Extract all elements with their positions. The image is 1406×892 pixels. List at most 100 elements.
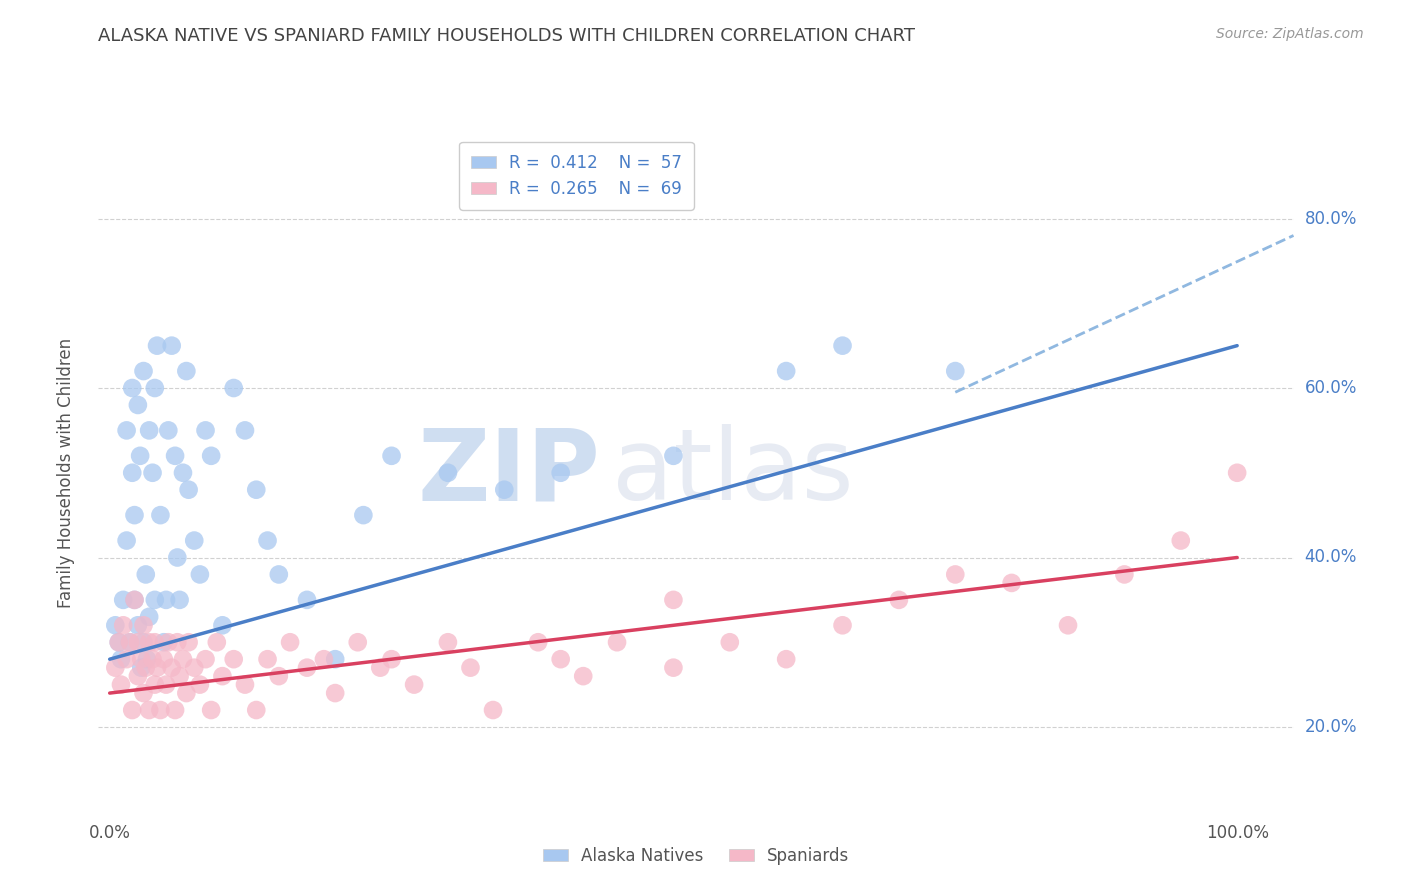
Point bbox=[141, 466, 163, 480]
Point bbox=[312, 652, 335, 666]
Point bbox=[267, 669, 290, 683]
Point bbox=[1114, 567, 1136, 582]
Point bbox=[143, 381, 166, 395]
Point bbox=[112, 618, 135, 632]
Point bbox=[135, 652, 157, 666]
Y-axis label: Family Households with Children: Family Households with Children bbox=[56, 338, 75, 607]
Point bbox=[295, 592, 318, 607]
Point bbox=[107, 635, 129, 649]
Point bbox=[200, 703, 222, 717]
Point bbox=[115, 652, 138, 666]
Point bbox=[132, 686, 155, 700]
Point bbox=[775, 364, 797, 378]
Point bbox=[211, 618, 233, 632]
Point bbox=[172, 466, 194, 480]
Point bbox=[127, 398, 149, 412]
Point bbox=[132, 618, 155, 632]
Point bbox=[550, 652, 572, 666]
Text: ZIP: ZIP bbox=[418, 425, 600, 521]
Point bbox=[194, 652, 217, 666]
Point bbox=[127, 635, 149, 649]
Point bbox=[138, 703, 160, 717]
Point bbox=[1226, 466, 1249, 480]
Point bbox=[1170, 533, 1192, 548]
Point bbox=[138, 635, 160, 649]
Point bbox=[135, 660, 157, 674]
Point bbox=[121, 703, 143, 717]
Point bbox=[550, 466, 572, 480]
Point bbox=[107, 635, 129, 649]
Point bbox=[146, 660, 169, 674]
Point bbox=[177, 635, 200, 649]
Point bbox=[368, 660, 391, 674]
Point bbox=[662, 449, 685, 463]
Point bbox=[662, 592, 685, 607]
Point bbox=[155, 592, 177, 607]
Point bbox=[200, 449, 222, 463]
Point bbox=[278, 635, 301, 649]
Legend: Alaska Natives, Spaniards: Alaska Natives, Spaniards bbox=[536, 840, 856, 871]
Point bbox=[129, 660, 152, 674]
Point bbox=[165, 449, 187, 463]
Point bbox=[775, 652, 797, 666]
Point bbox=[437, 466, 460, 480]
Point bbox=[482, 703, 505, 717]
Point bbox=[118, 635, 141, 649]
Point bbox=[166, 635, 188, 649]
Point bbox=[138, 610, 160, 624]
Point bbox=[233, 423, 256, 437]
Point bbox=[149, 703, 172, 717]
Point bbox=[188, 567, 211, 582]
Point bbox=[146, 338, 169, 352]
Text: 40.0%: 40.0% bbox=[1305, 549, 1357, 566]
Point bbox=[606, 635, 628, 649]
Point bbox=[1057, 618, 1080, 632]
Point bbox=[943, 567, 966, 582]
Point bbox=[121, 466, 143, 480]
Point bbox=[153, 635, 176, 649]
Point bbox=[256, 652, 278, 666]
Point bbox=[110, 652, 132, 666]
Point bbox=[887, 592, 910, 607]
Point bbox=[165, 703, 187, 717]
Point bbox=[176, 686, 198, 700]
Point bbox=[527, 635, 550, 649]
Point bbox=[323, 652, 346, 666]
Point bbox=[346, 635, 368, 649]
Point bbox=[267, 567, 290, 582]
Point bbox=[127, 618, 149, 632]
Point bbox=[160, 660, 183, 674]
Point bbox=[149, 508, 172, 523]
Point bbox=[118, 635, 141, 649]
Point bbox=[129, 652, 152, 666]
Point bbox=[135, 567, 157, 582]
Point bbox=[494, 483, 516, 497]
Point bbox=[104, 618, 127, 632]
Point bbox=[121, 381, 143, 395]
Point bbox=[160, 338, 183, 352]
Point bbox=[177, 483, 200, 497]
Point bbox=[245, 703, 267, 717]
Point bbox=[166, 550, 188, 565]
Point bbox=[124, 508, 146, 523]
Text: 20.0%: 20.0% bbox=[1305, 718, 1357, 736]
Point bbox=[183, 660, 205, 674]
Point bbox=[132, 635, 155, 649]
Point bbox=[141, 652, 163, 666]
Point bbox=[460, 660, 482, 674]
Text: 80.0%: 80.0% bbox=[1305, 210, 1357, 227]
Point bbox=[172, 652, 194, 666]
Point bbox=[132, 364, 155, 378]
Point bbox=[572, 669, 595, 683]
Point bbox=[662, 660, 685, 674]
Point bbox=[143, 678, 166, 692]
Point bbox=[129, 449, 152, 463]
Point bbox=[157, 635, 180, 649]
Point bbox=[169, 669, 191, 683]
Point bbox=[143, 592, 166, 607]
Point bbox=[112, 592, 135, 607]
Text: 60.0%: 60.0% bbox=[1305, 379, 1357, 397]
Text: ALASKA NATIVE VS SPANIARD FAMILY HOUSEHOLDS WITH CHILDREN CORRELATION CHART: ALASKA NATIVE VS SPANIARD FAMILY HOUSEHO… bbox=[98, 27, 915, 45]
Text: atlas: atlas bbox=[612, 425, 853, 521]
Point bbox=[245, 483, 267, 497]
